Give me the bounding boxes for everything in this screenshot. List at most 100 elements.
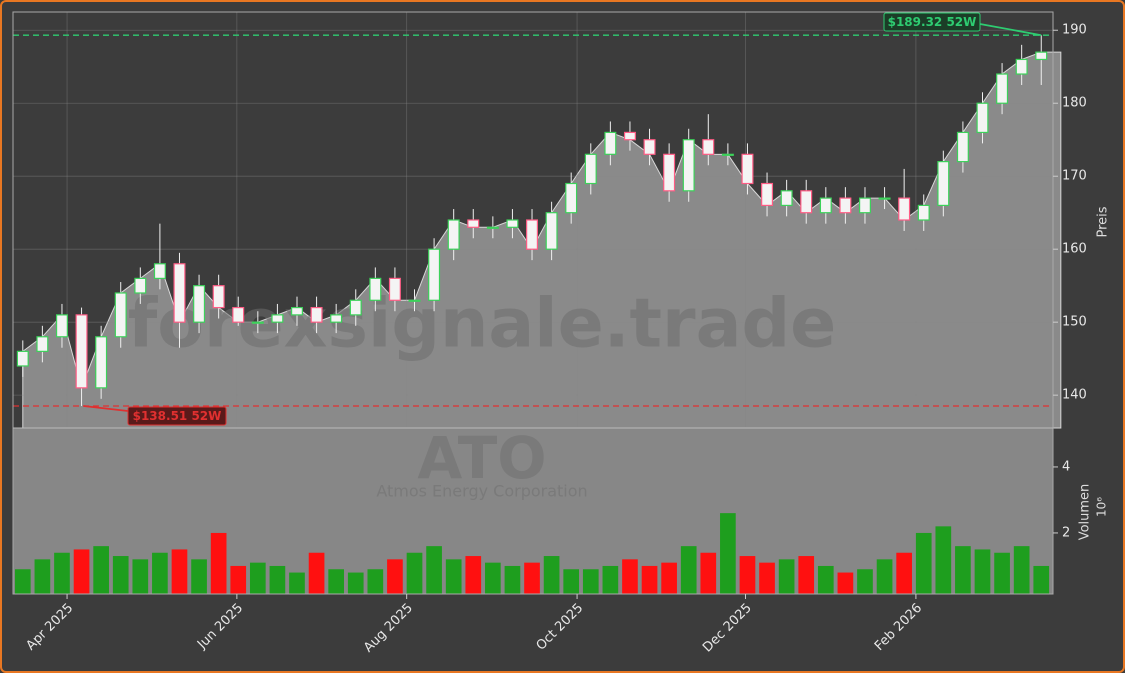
high-52w-label: $189.32 52W	[888, 15, 977, 29]
volume-bar	[14, 569, 31, 594]
candle-body	[584, 153, 597, 185]
volume-bar	[994, 552, 1010, 594]
candle-body	[251, 321, 264, 324]
volume-bar	[641, 565, 658, 594]
volume-bar	[249, 562, 266, 594]
volume-bar	[152, 552, 168, 594]
volume-bar	[426, 546, 442, 594]
high-52w-arrow	[979, 23, 1042, 37]
low-52w-arrow	[83, 405, 129, 412]
volume-bar	[112, 556, 129, 594]
volume-bar	[269, 565, 286, 594]
candle-body	[623, 131, 636, 141]
volume-bar	[739, 556, 756, 594]
volume-bar	[622, 559, 638, 594]
candle-body	[565, 182, 578, 214]
candle-body	[369, 277, 382, 301]
candle-body	[232, 306, 245, 323]
candle-body	[800, 190, 813, 214]
volume-y-tick-label: 2	[1062, 525, 1070, 540]
candle-body	[721, 153, 734, 156]
candle-body	[996, 73, 1009, 104]
x-tick-label: Aug 2025	[361, 601, 416, 656]
volume-bar	[34, 559, 51, 594]
x-tick-label: Oct 2025	[534, 601, 587, 654]
candle-body	[1035, 51, 1048, 61]
candle-body	[643, 139, 656, 155]
y-tick-label: 190	[1062, 23, 1087, 38]
candle-body	[134, 277, 147, 294]
candle-body	[976, 102, 989, 134]
candle-body	[447, 219, 460, 250]
volume-bar	[73, 549, 90, 594]
candle-body	[780, 190, 793, 207]
candle-body	[55, 314, 68, 338]
low-52w-box	[127, 406, 227, 426]
low-52w-label: $138.51 52W	[133, 409, 222, 423]
candle-body	[153, 263, 166, 279]
candle-body	[819, 197, 832, 214]
candle-body	[173, 263, 186, 323]
candle-body	[114, 292, 127, 338]
volume-bar	[485, 562, 501, 594]
candle-body	[956, 131, 969, 163]
volume-bar	[387, 559, 403, 594]
volume-bar	[289, 572, 305, 594]
y-tick-label: 150	[1062, 315, 1087, 330]
candle-body	[349, 299, 362, 316]
candle-body	[839, 197, 852, 214]
plot-border	[12, 11, 1054, 595]
volume-y-tick-label: 4	[1062, 459, 1070, 474]
watermark: forexsignale.trade	[128, 285, 837, 364]
candle-body	[75, 314, 88, 389]
volume-bar	[700, 552, 717, 594]
x-tick-label: Apr 2025	[24, 601, 77, 654]
candle-body	[545, 212, 558, 250]
candle-body	[526, 219, 539, 250]
candle-body	[36, 336, 49, 352]
volume-bar	[210, 532, 227, 594]
candle-body	[428, 248, 441, 301]
candle-body	[16, 350, 29, 367]
volume-bar	[876, 559, 893, 594]
candle-body	[663, 153, 676, 192]
volume-bar	[445, 559, 462, 594]
volume-bar	[720, 513, 736, 594]
volume-bar	[602, 565, 619, 594]
volume-bar	[1013, 546, 1030, 594]
volume-bar	[465, 556, 482, 594]
high-52w-box	[883, 12, 981, 32]
candle-body	[388, 277, 401, 301]
candle-body	[467, 219, 480, 228]
candle-body	[310, 306, 323, 323]
volume-bar	[837, 572, 854, 594]
candle-body	[858, 197, 871, 214]
volume-bar	[93, 546, 109, 594]
candle-body	[761, 182, 774, 207]
volume-bar	[54, 552, 70, 594]
volume-bar	[857, 569, 873, 594]
volume-bar	[504, 565, 521, 594]
volume-bar	[367, 569, 384, 594]
volume-bar	[328, 569, 344, 594]
volume-bar	[524, 562, 540, 594]
x-tick-label: Jun 2025	[194, 601, 246, 653]
candle-body	[878, 197, 891, 200]
volume-scale: 10⁶	[1095, 497, 1109, 517]
volume-bar	[406, 552, 423, 594]
volume-bar	[132, 559, 149, 594]
candle-body	[1015, 58, 1028, 75]
x-tick-label: Feb 2026	[872, 601, 925, 654]
candle-body	[330, 314, 343, 323]
x-tick-label: Dec 2025	[700, 601, 755, 656]
volume-bar	[974, 549, 991, 594]
candle-body	[212, 285, 225, 309]
volume-bar	[759, 562, 775, 594]
company-watermark: Atmos Energy Corporation	[376, 482, 587, 501]
volume-bar	[230, 565, 247, 594]
candle-body	[682, 139, 695, 192]
volume-bar	[915, 532, 932, 594]
candle-body	[271, 314, 284, 323]
volume-bar	[191, 559, 207, 594]
volume-bar	[171, 549, 188, 594]
